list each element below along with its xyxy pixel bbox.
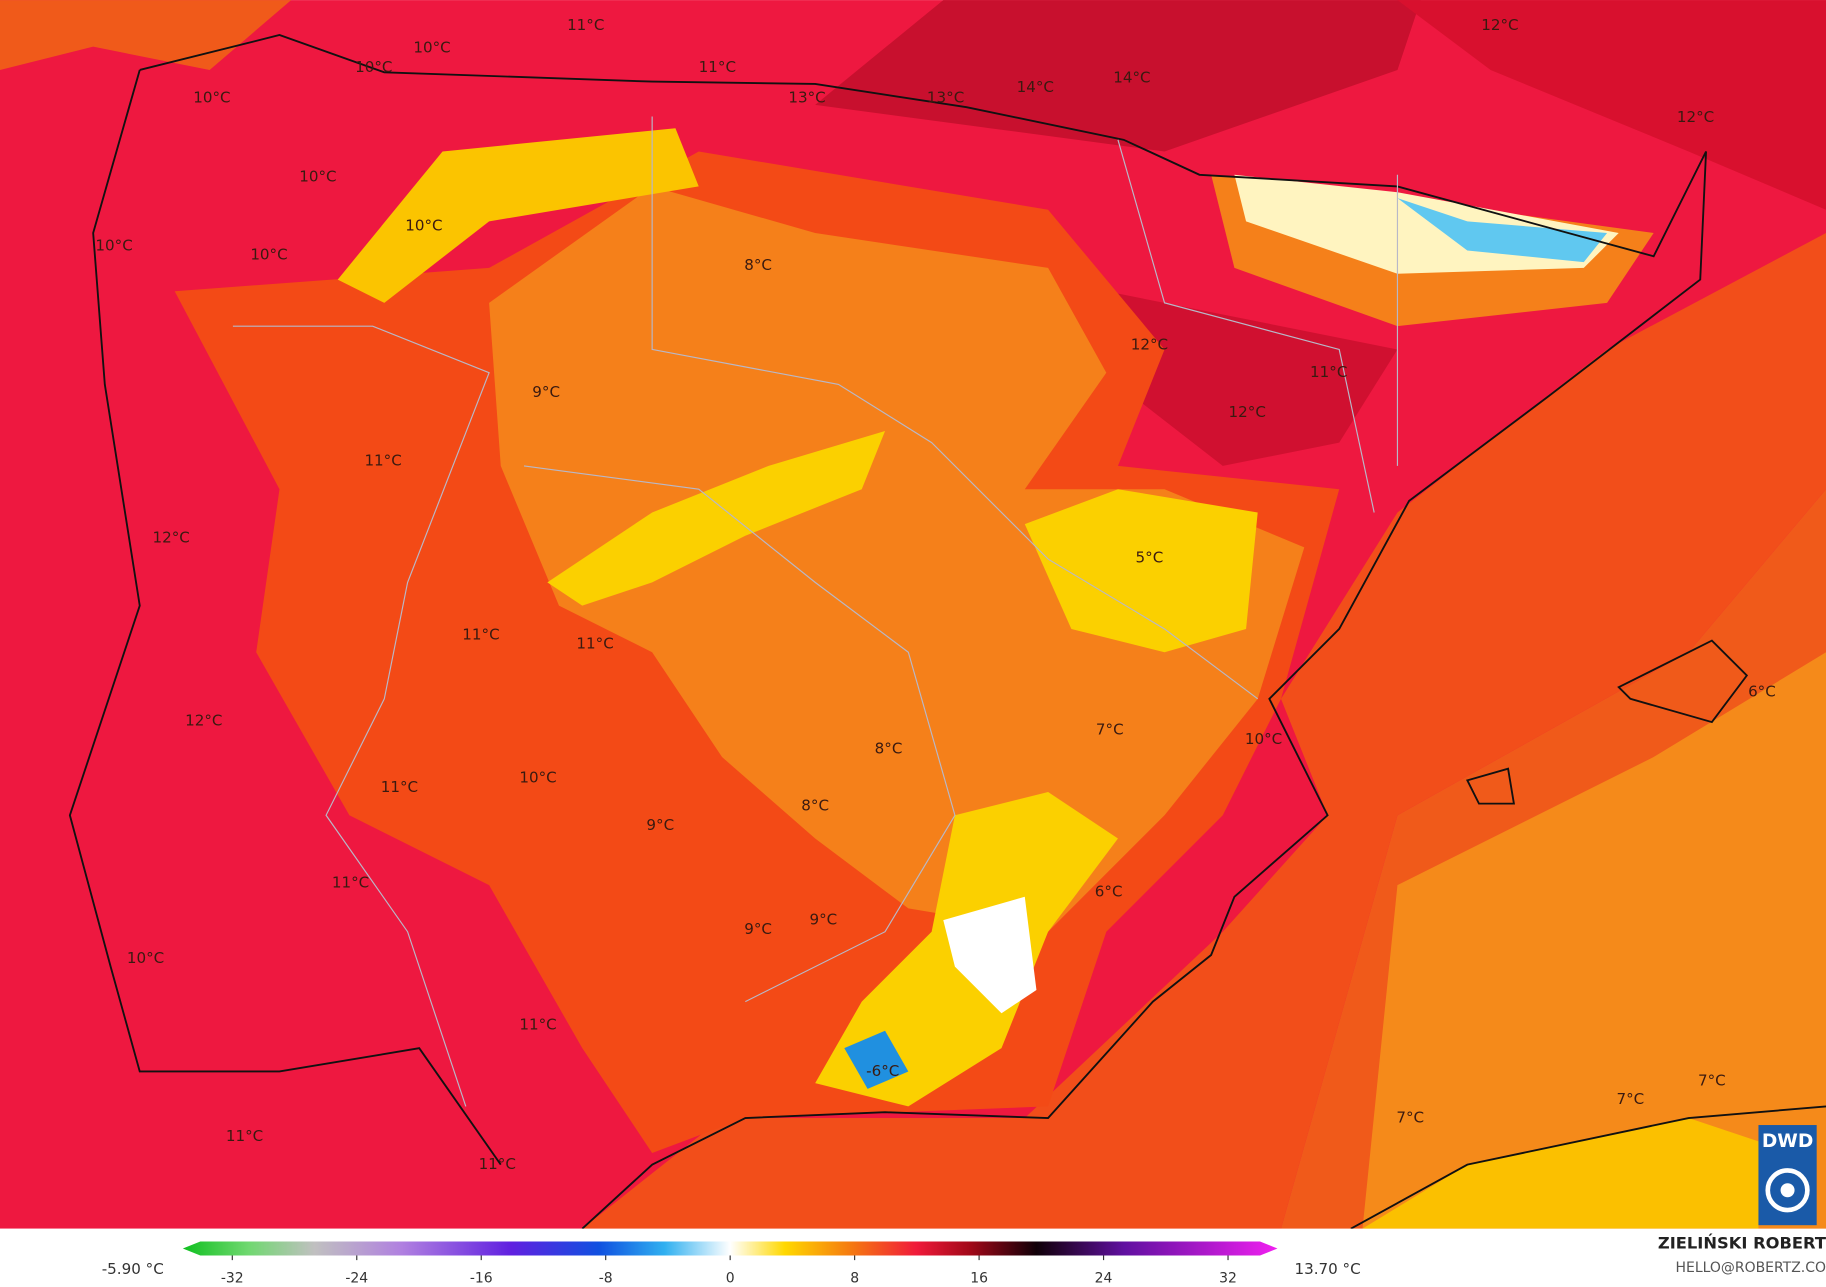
temperature-label: -6°C (866, 1062, 899, 1080)
colorbar-min: -5.90 °C (102, 1260, 164, 1278)
logo: DWD (1758, 1125, 1817, 1226)
temperature-label: 11°C (1310, 363, 1347, 381)
temperature-label: 9°C (809, 911, 837, 929)
colorbar-tick-label: -24 (345, 1271, 368, 1287)
legend-strip (0, 1228, 1826, 1287)
temperature-label: 11°C (381, 778, 418, 796)
temperature-label: 10°C (519, 769, 556, 787)
temperature-label: 10°C (1245, 730, 1282, 748)
temperature-label: 10°C (95, 236, 132, 254)
temperature-label: 10°C (193, 88, 230, 106)
colorbar-max: 13.70 °C (1294, 1260, 1360, 1278)
temperature-label: 13°C (927, 88, 964, 106)
temperature-label: 11°C (567, 16, 604, 34)
temperature-label: 9°C (744, 920, 772, 938)
temperature-label: 6°C (1095, 883, 1123, 901)
borders (232, 116, 1399, 1107)
temperature-label: 8°C (801, 796, 829, 814)
logo-text: DWD (1762, 1131, 1813, 1152)
temperature-label: 7°C (1616, 1090, 1644, 1108)
colorbar-ticks: -32 -24 -16 -8 0 8 16 24 32 (221, 1255, 1237, 1287)
credit-name: ZIELIŃSKI ROBERT (1658, 1233, 1826, 1252)
temperature-label: 11°C (576, 635, 613, 653)
temperature-label: 12°C (1481, 16, 1518, 34)
temperature-label: 9°C (532, 383, 560, 401)
temperature-label: 11°C (332, 873, 369, 891)
temperature-label: 10°C (355, 58, 392, 76)
temperature-label: 10°C (405, 217, 442, 235)
temperature-label: 7°C (1698, 1071, 1726, 1089)
temperature-label: 8°C (875, 739, 903, 757)
temperature-label: 10°C (127, 949, 164, 967)
temperature-label: 12°C (1131, 335, 1168, 353)
colorbar-tick-label: 16 (970, 1271, 988, 1287)
temperature-label: 11°C (699, 58, 736, 76)
colorbar-tick-label: -16 (470, 1271, 493, 1287)
temperature-label: 8°C (744, 256, 772, 274)
colorbar-tick-label: 8 (850, 1271, 859, 1287)
temperature-label: 11°C (519, 1015, 556, 1033)
colorbar-tick-label: -8 (599, 1271, 613, 1287)
temperature-label: 7°C (1096, 721, 1124, 739)
temperature-label: 10°C (250, 246, 287, 264)
temperature-label: 11°C (364, 452, 401, 470)
credit-email: HELLO@ROBERTZ.CO (1676, 1260, 1826, 1276)
temperature-label: 11°C (462, 625, 499, 643)
colorbar-tick-label: 0 (726, 1271, 735, 1287)
temperature-label: 9°C (646, 816, 674, 834)
temperature-label: 7°C (1396, 1109, 1424, 1127)
temperature-label: 5°C (1136, 548, 1164, 566)
colorbar (182, 1241, 1278, 1256)
temperature-label: 6°C (1748, 682, 1776, 700)
colorbar-tick-label: 32 (1219, 1271, 1237, 1287)
temperature-label: 11°C (479, 1155, 516, 1173)
temperature-label: 14°C (1017, 78, 1054, 96)
temperature-label: 12°C (153, 529, 190, 547)
temperature-label: 12°C (1229, 403, 1266, 421)
temperature-labels: 11°C 10°C 10°C 10°C 11°C 13°C 13°C 14°C 14°C 12°C… (95, 16, 1775, 1173)
temperature-label: 10°C (299, 168, 336, 186)
colorbar-tick-label: -32 (221, 1271, 244, 1287)
temperature-label: 11°C (226, 1127, 263, 1145)
temperature-label: 10°C (413, 38, 450, 56)
temperature-label: 14°C (1113, 69, 1150, 87)
temperature-label: 12°C (1677, 108, 1714, 126)
map-background (0, 0, 1826, 1229)
coastline (68, 34, 1826, 1230)
colorbar-tick-label: 24 (1095, 1271, 1113, 1287)
temperature-label: 12°C (185, 711, 222, 729)
temperature-label: 13°C (788, 88, 825, 106)
